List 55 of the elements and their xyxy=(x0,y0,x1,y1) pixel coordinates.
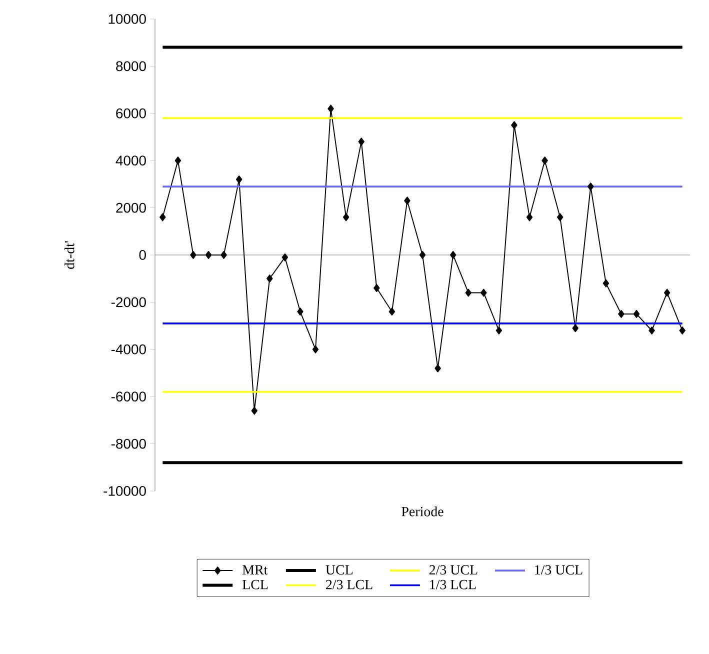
point xyxy=(190,250,196,259)
y-tick-label: 0 xyxy=(139,250,146,260)
point xyxy=(618,310,624,318)
point xyxy=(511,121,518,130)
point xyxy=(496,326,502,335)
point xyxy=(266,274,273,283)
point xyxy=(251,406,258,415)
point xyxy=(648,326,655,335)
y-tick-label: 2000 xyxy=(116,202,146,213)
point xyxy=(388,308,396,316)
point xyxy=(450,250,456,259)
point xyxy=(434,364,441,372)
point xyxy=(465,288,472,297)
y-tick-label: -6000 xyxy=(111,392,146,402)
point xyxy=(588,182,594,191)
legend-label: 2/3 UCL xyxy=(429,565,478,575)
point xyxy=(236,175,242,184)
y-tick-label: -2000 xyxy=(111,297,146,308)
legend-label: MRt xyxy=(242,565,268,574)
point xyxy=(526,213,533,222)
point xyxy=(542,156,548,165)
y-tick-label: 6000 xyxy=(116,108,146,118)
point xyxy=(312,345,319,354)
point xyxy=(174,156,182,165)
point xyxy=(358,138,364,146)
point xyxy=(480,288,487,297)
y-tick-label: 4000 xyxy=(116,156,146,166)
point xyxy=(160,213,166,222)
y-tick-label: 8000 xyxy=(116,61,146,72)
y-tick-label: 10000 xyxy=(108,14,146,24)
point xyxy=(679,326,686,335)
point xyxy=(404,196,410,205)
point xyxy=(419,250,426,259)
legend-label: UCL xyxy=(326,565,352,575)
point xyxy=(282,253,288,262)
x-axis-title: Periode xyxy=(402,506,444,516)
legend-label: 1/3 UCL xyxy=(535,565,582,575)
point xyxy=(664,288,670,297)
point xyxy=(328,104,334,113)
point xyxy=(297,308,304,316)
legend-label: LCL xyxy=(242,580,268,590)
point xyxy=(572,324,578,332)
point xyxy=(633,310,640,318)
y-axis-title: dt-dt' xyxy=(64,241,74,269)
legend-label: 2/3 LCL xyxy=(326,580,372,590)
point xyxy=(205,250,212,259)
y-tick-label: -4000 xyxy=(111,344,146,354)
point xyxy=(374,284,380,292)
point xyxy=(602,279,610,288)
y-tick-label: -10000 xyxy=(104,486,146,496)
point xyxy=(342,213,350,222)
point xyxy=(556,213,564,222)
legend-label: 1/3 LCL xyxy=(430,580,476,590)
y-tick-label: -8000 xyxy=(111,438,146,449)
point xyxy=(220,250,227,259)
